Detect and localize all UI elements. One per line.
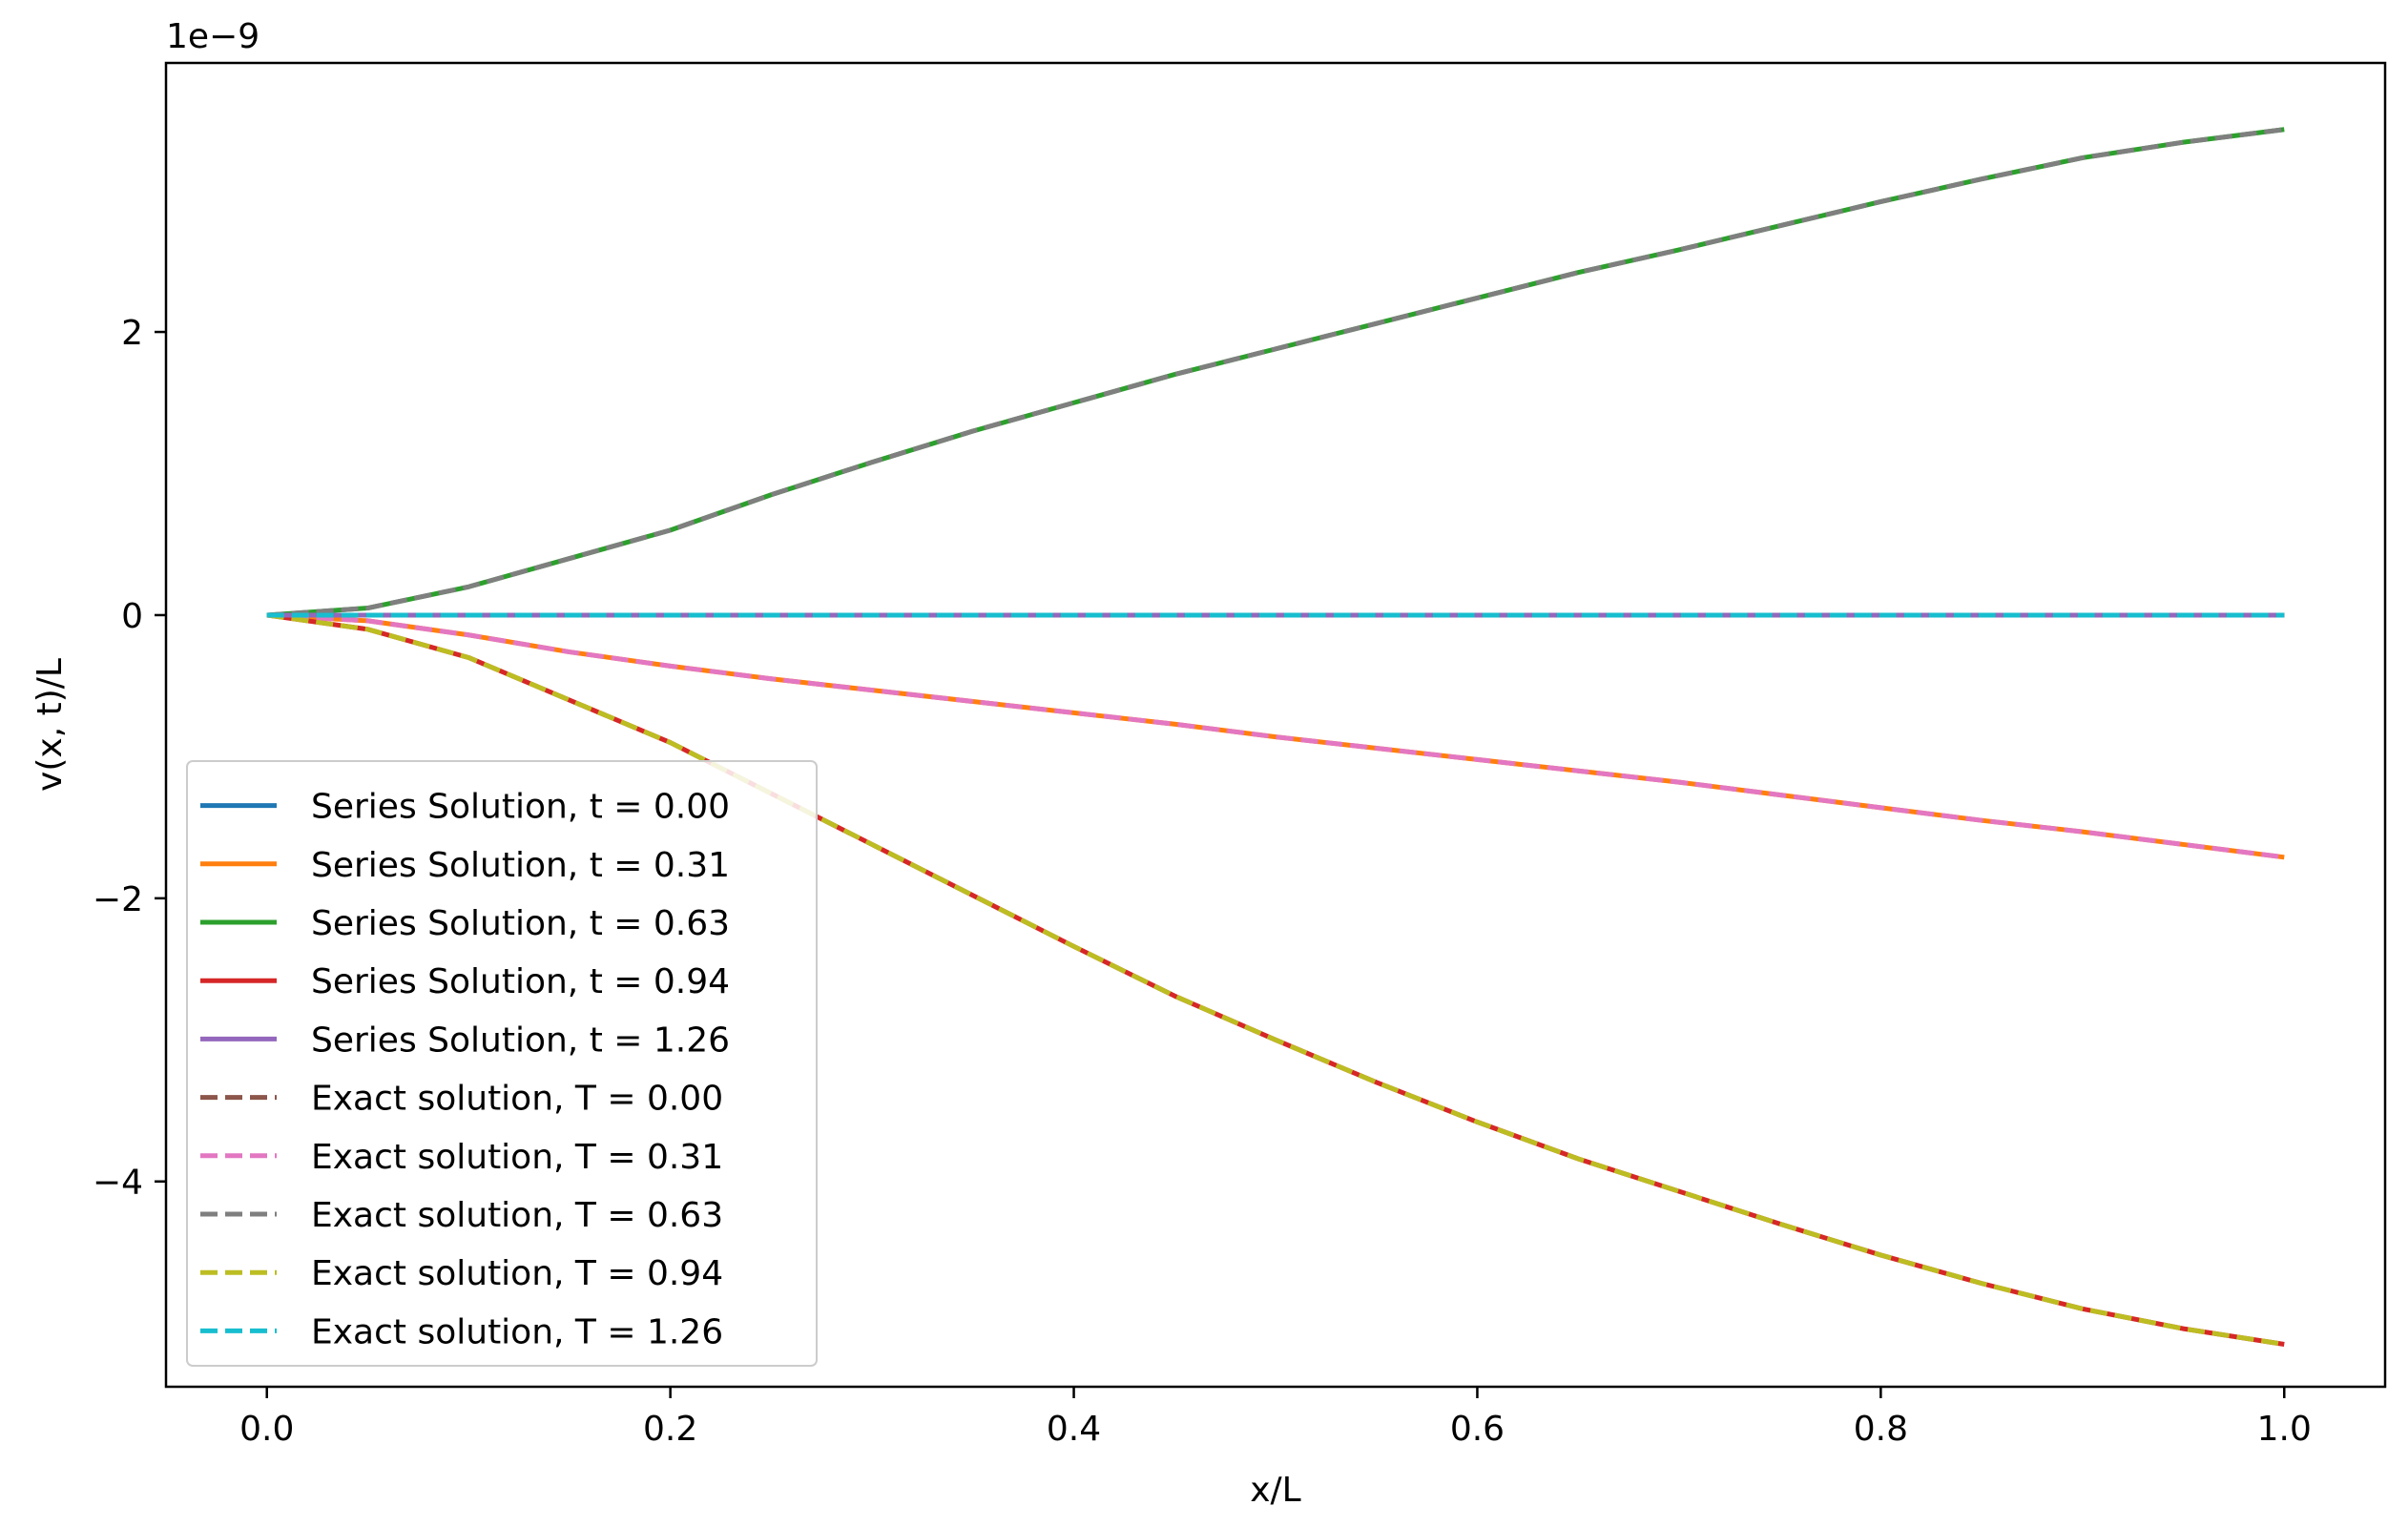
y-tick-label: −2	[93, 880, 143, 919]
legend-label: Exact solution, T = 0.94	[311, 1254, 723, 1293]
series-line-7	[266, 612, 2285, 860]
x-axis-label: x/L	[1250, 1471, 1301, 1510]
legend-label: Series Solution, t = 0.94	[311, 962, 730, 1001]
legend: Series Solution, t = 0.00 Series Solution…	[186, 760, 818, 1367]
x-tick-label: 1.0	[2257, 1410, 2312, 1449]
series-line-9	[266, 612, 2285, 1347]
y-axis: −4 −2 0 2	[93, 314, 166, 1203]
x-tick-label: 0.2	[643, 1410, 697, 1449]
y-tick-label: 2	[121, 314, 143, 353]
legend-label: Series Solution, t = 0.31	[311, 846, 730, 885]
legend-label: Exact solution, T = 0.63	[311, 1196, 723, 1235]
legend-label: Exact solution, T = 1.26	[311, 1312, 723, 1351]
plot-area	[266, 127, 2285, 1347]
x-tick-label: 0.0	[239, 1410, 294, 1449]
y-offset-label: 1e−9	[166, 17, 259, 56]
legend-label: Series Solution, t = 0.63	[311, 904, 730, 943]
y-tick-label: −4	[93, 1164, 143, 1203]
legend-label: Series Solution, t = 1.26	[311, 1021, 730, 1060]
legend-label: Exact solution, T = 0.31	[311, 1138, 723, 1177]
legend-label: Series Solution, t = 0.00	[311, 788, 730, 827]
x-tick-label: 0.4	[1047, 1410, 1101, 1449]
x-axis: 0.0 0.2 0.4 0.6 0.8 1.0	[239, 1387, 2312, 1449]
x-tick-label: 0.6	[1450, 1410, 1505, 1449]
x-tick-label: 0.8	[1854, 1410, 1908, 1449]
y-axis-label: v(x, t)/L	[31, 658, 70, 792]
legend-label: Exact solution, T = 0.00	[311, 1080, 723, 1119]
y-tick-label: 0	[121, 597, 143, 636]
axes-frame	[164, 61, 2387, 1389]
series-line-8	[266, 127, 2285, 618]
legend-box	[186, 760, 818, 1367]
